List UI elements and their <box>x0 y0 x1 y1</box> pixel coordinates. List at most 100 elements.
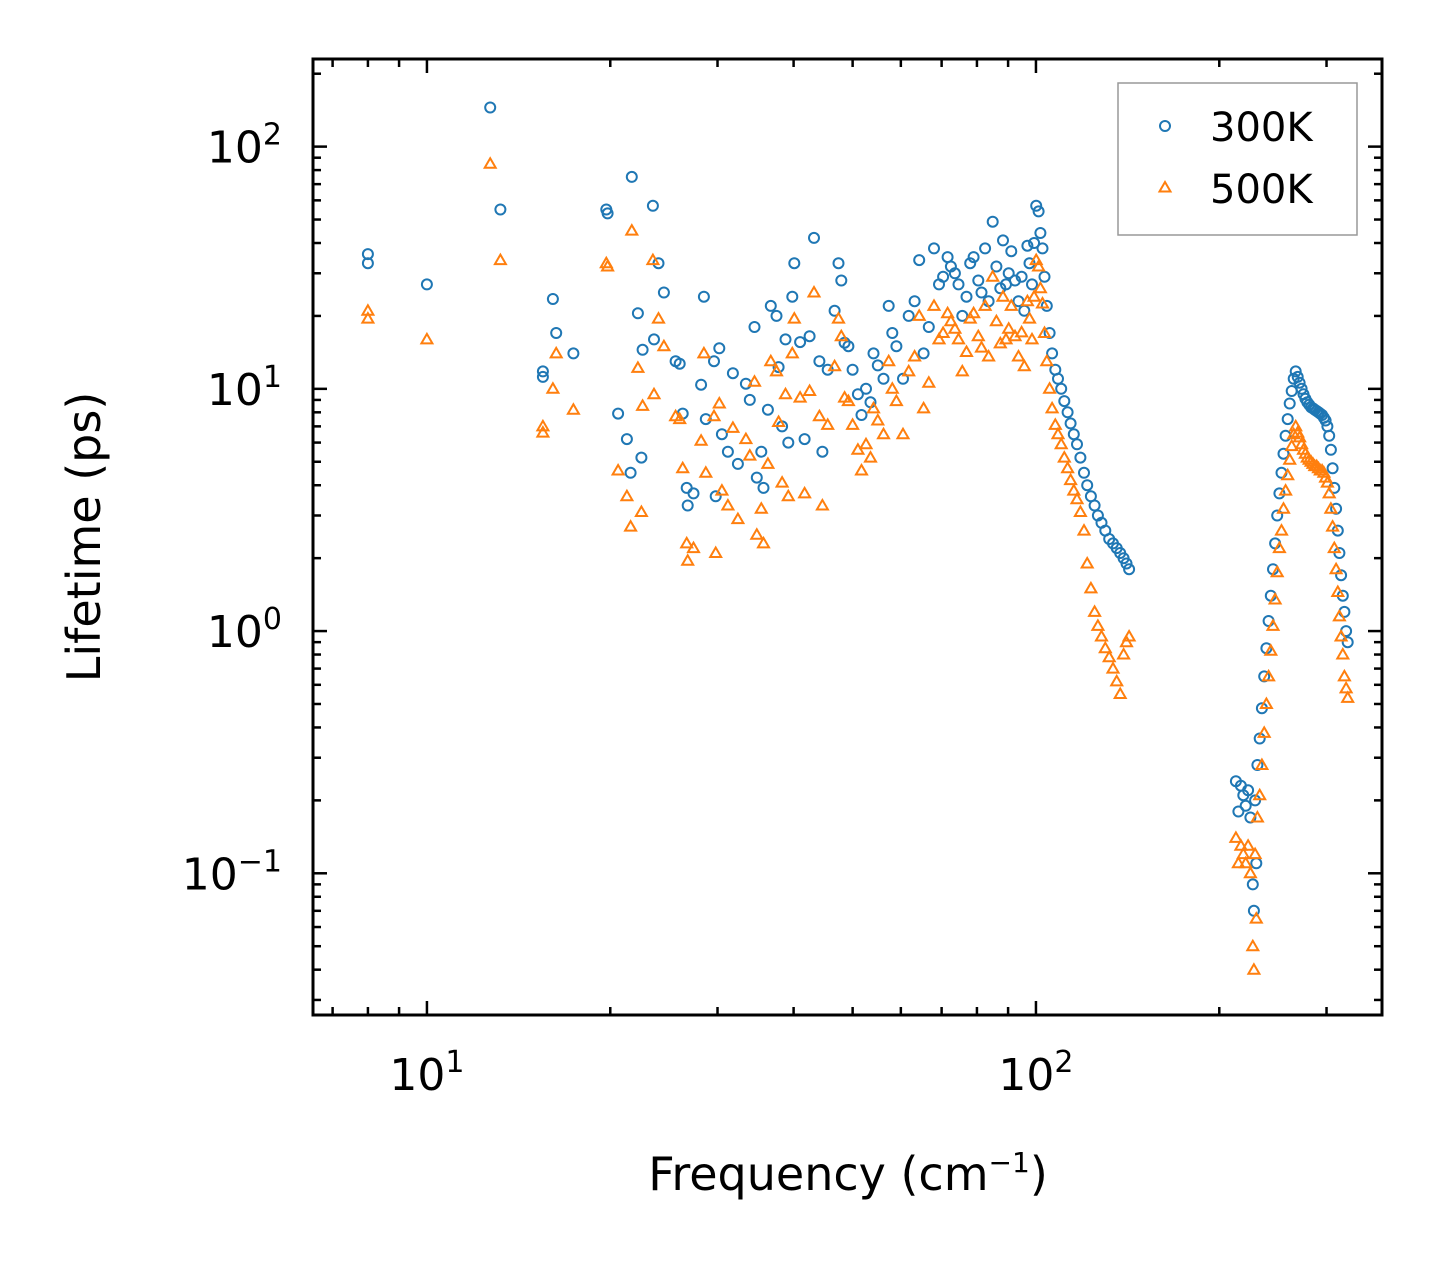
point-300k <box>567 347 580 360</box>
y-tick-label: 10−1 <box>182 844 282 900</box>
point-500k <box>876 426 891 440</box>
point-500k <box>916 400 931 414</box>
point-300k <box>1285 385 1298 397</box>
point-500k <box>1090 618 1106 631</box>
point-500k <box>895 426 911 440</box>
point-500k <box>1060 460 1075 474</box>
y-tick-label: 102 <box>207 118 282 174</box>
point-500k <box>854 463 869 476</box>
point-500k <box>1250 810 1265 823</box>
data-marks <box>360 101 1355 975</box>
point-500k <box>1325 519 1340 532</box>
point-300k <box>726 367 739 380</box>
point-300k <box>673 357 686 370</box>
point-500k <box>1048 417 1063 430</box>
series-300k <box>361 101 1354 917</box>
point-500k <box>802 383 817 396</box>
point-500k <box>977 298 993 311</box>
y-tick-label: 101 <box>207 360 282 416</box>
point-300k <box>1058 395 1071 408</box>
point-300k <box>1289 365 1302 378</box>
point-300k <box>755 445 768 458</box>
point-500k <box>858 436 874 450</box>
point-500k <box>940 305 955 319</box>
point-500k <box>1337 668 1352 682</box>
point-500k <box>966 305 981 319</box>
point-500k <box>815 498 830 511</box>
point-500k <box>712 396 727 409</box>
point-500k <box>951 331 966 345</box>
point-300k <box>1295 382 1308 395</box>
point-300k <box>1005 245 1018 258</box>
point-500k <box>619 488 635 502</box>
point-300k <box>1074 451 1087 464</box>
point-500k <box>1044 400 1060 414</box>
point-300k <box>1061 406 1074 419</box>
point-500k <box>1050 426 1066 440</box>
point-500k <box>1333 629 1349 642</box>
point-300k <box>420 278 433 291</box>
point-300k <box>657 286 670 299</box>
point-300k <box>757 481 770 494</box>
point-300k <box>1002 267 1015 280</box>
point-500k <box>651 311 666 324</box>
point-500k <box>1101 649 1117 663</box>
point-300k <box>612 407 625 420</box>
point-300k <box>877 372 890 385</box>
point-500k <box>1024 331 1040 345</box>
point-300k <box>1036 242 1049 255</box>
point-500k <box>995 289 1011 302</box>
point-500k <box>1066 483 1082 496</box>
point-300k <box>788 257 801 270</box>
point-300k <box>990 260 1003 273</box>
x-axis-label: Frequency (cm−1) <box>648 1146 1048 1201</box>
point-500k <box>841 393 856 407</box>
point-500k <box>1286 426 1301 440</box>
point-300k <box>1120 557 1133 570</box>
point-300k <box>1009 274 1021 287</box>
point-300k <box>625 170 638 183</box>
point-500k <box>698 465 714 478</box>
point-500k <box>845 417 860 430</box>
point-500k <box>1274 523 1289 536</box>
point-300k <box>967 251 980 264</box>
point-500k <box>985 269 1000 282</box>
point-500k <box>634 504 649 517</box>
point-300k <box>846 363 859 376</box>
point-500k <box>646 386 662 400</box>
axis-ticks: 101 102 10−1 100 101 102 <box>182 59 1382 1101</box>
point-300k <box>764 299 777 312</box>
point-300k <box>1081 479 1094 492</box>
y-axis-label: Lifetime (ps) <box>57 392 111 683</box>
point-500k <box>624 223 640 236</box>
x-tick-label: 102 <box>998 1045 1073 1101</box>
point-500k <box>1246 962 1262 975</box>
point-500k <box>754 501 769 514</box>
point-500k <box>714 483 730 496</box>
point-500k <box>1272 540 1287 554</box>
point-500k <box>981 349 996 362</box>
point-500k <box>889 393 904 407</box>
point-500k <box>680 553 695 566</box>
point-500k <box>885 381 900 394</box>
point-500k <box>1121 629 1137 642</box>
point-500k <box>1327 540 1342 554</box>
point-500k <box>360 311 376 324</box>
point-300k <box>484 101 497 114</box>
point-300k <box>886 327 899 339</box>
point-500k <box>1263 643 1279 656</box>
point-500k <box>998 331 1014 345</box>
point-300k <box>1055 382 1068 395</box>
point-300k <box>986 215 999 228</box>
point-300k <box>631 307 644 320</box>
point-300k <box>979 242 992 255</box>
point-500k <box>1026 289 1042 302</box>
point-500k <box>725 420 741 433</box>
point-500k <box>686 540 701 554</box>
point-300k <box>922 321 935 333</box>
point-300k <box>546 293 559 305</box>
legend-box <box>1117 82 1358 236</box>
point-500k <box>1037 325 1052 338</box>
point-500k <box>1267 592 1283 605</box>
point-300k <box>1341 636 1354 649</box>
